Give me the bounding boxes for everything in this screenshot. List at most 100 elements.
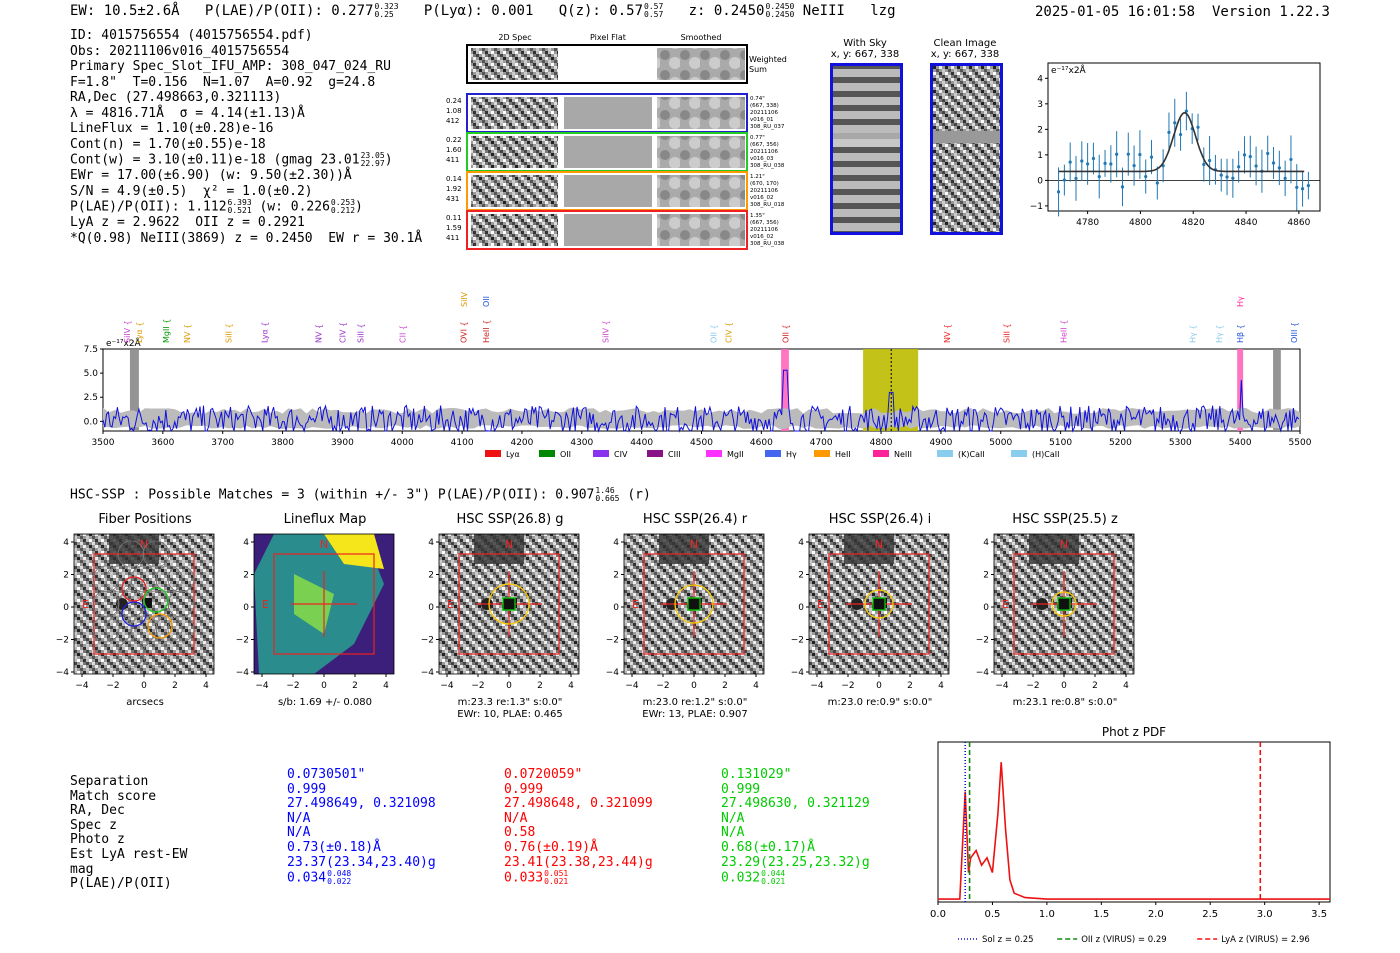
spectrum-legend-item: CIV: [593, 450, 628, 459]
spectrum-xtick-label: 3900: [331, 438, 354, 448]
svg-text:CIV: CIV: [614, 450, 628, 459]
svg-text:4: 4: [428, 538, 434, 548]
spectrum-xtick-label: 4000: [391, 438, 414, 448]
spectrum-line-label: Hγ {: [1215, 325, 1224, 343]
with-sky-image: [830, 63, 903, 235]
cutout-row-stat: 0.14: [446, 175, 462, 183]
spectrum-line-label: SiIV {: [602, 320, 611, 343]
hsc-panel-title: Lineflux Map: [283, 512, 367, 527]
svg-text:N: N: [690, 538, 698, 551]
match-col-2: 0.0720059" 0.999 27.498648, 0.321099 N/A 0.5…: [504, 767, 653, 887]
svg-text:0: 0: [691, 681, 697, 691]
spectrum-legend-item: NeIII: [873, 450, 912, 459]
spectrum-xtick-label: 4400: [630, 438, 653, 448]
cutout-row-meta: 308_RU_018: [750, 202, 785, 208]
clean-image: [930, 63, 1003, 235]
svg-text:4: 4: [613, 538, 619, 548]
match-value-sep: 0.131029": [721, 767, 792, 782]
fit-point: [1091, 156, 1096, 161]
fit-point: [1144, 174, 1148, 179]
svg-text:−4: −4: [810, 681, 824, 691]
svg-text:4: 4: [798, 538, 804, 548]
version: Version 1.22.3: [1211, 4, 1330, 20]
photz-pdf-plot: Phot z PDF 0.0 0.5 1.0 1.5 2.0 2.5 3.0 3.5 Sol z …: [930, 725, 1331, 945]
info-cont-w: Cont(w) = 3.10(±0.11)e-18 (gmag 23.01 23.…: [70, 151, 393, 168]
svg-text:2: 2: [537, 681, 543, 691]
svg-text:HeII: HeII: [835, 450, 851, 459]
svg-text:4: 4: [383, 681, 389, 691]
svg-text:Sol z = 0.25: Sol z = 0.25: [982, 935, 1034, 945]
fit-ytick-label: 2: [1037, 125, 1043, 135]
weighted-label: Weighted: [749, 55, 787, 64]
spectrum-xtick-label: 5400: [1229, 438, 1252, 448]
hsc-panel-caption: m:23.1 re:0.8" s:0.0": [1012, 697, 1118, 708]
info-lineflux: LineFlux = 1.10(±0.28)e-16: [70, 121, 274, 136]
svg-text:0: 0: [506, 681, 512, 691]
col-smoothed: Smoothed: [681, 33, 722, 42]
svg-text:4: 4: [63, 538, 69, 548]
fit-point: [1196, 125, 1200, 129]
svg-text:−2: −2: [791, 636, 804, 646]
hsc-panel-caption: arcsecs: [126, 697, 164, 708]
plya-value: P(Lyα): 0.001: [423, 3, 534, 19]
fit-point: [1068, 160, 1072, 164]
cutout-row-meta: 20211106: [750, 188, 778, 194]
spectrum-xtick-label: 4500: [690, 438, 713, 448]
spectrum-flux: [102, 369, 1300, 433]
svg-text:OII: OII: [560, 450, 571, 459]
photz-legend-item: OII z (VIRUS) = 0.29: [1057, 935, 1167, 945]
fit-point: [1074, 176, 1078, 181]
cutout-row-meta: 308_RU_038: [750, 241, 785, 247]
spectrum-line-label: Hγ {: [1188, 325, 1197, 343]
fit-point: [1300, 187, 1305, 191]
col-pixel-flat: Pixel Flat: [590, 33, 626, 42]
info-spec-slot: Primary Spec_Slot_IFU_AMP: 308_047_024_R…: [70, 59, 391, 74]
fit-ylabel: e⁻¹⁷x2Å: [1051, 64, 1087, 76]
line-fit-plot: 4 3 2 1 0 −1 4780 4800 4820 4840 4860 e⁻¹⁷x2Å: [1030, 62, 1321, 228]
svg-text:−2: −2: [106, 681, 119, 691]
svg-text:−2: −2: [421, 636, 434, 646]
match-col-1: 0.0730501" 0.999 27.498649, 0.321098 N/A N/A…: [287, 767, 436, 886]
svg-text:(K)CaII: (K)CaII: [958, 450, 985, 459]
info-plae: P(LAE)/P(OII): 1.112 6.393 0.521 (w: 0.226…: [70, 198, 363, 215]
photz-xtick-label: 2.0: [1148, 909, 1164, 920]
fit-ytick-label: 1: [1037, 151, 1043, 161]
spectrum-line-label: NV {: [943, 324, 952, 343]
fit-point: [1248, 155, 1252, 159]
match-value-ew: 0.73(±0.18)Å: [287, 839, 381, 855]
fit-ytick-label: 4: [1037, 74, 1043, 84]
match-value-plae: 0.033 0.051 0.021: [504, 869, 569, 887]
svg-text:0: 0: [141, 681, 147, 691]
cutout-row-meta: 308_RU_038: [750, 163, 785, 169]
cutout-row-stat: 411: [446, 156, 459, 164]
svg-text:4: 4: [983, 538, 989, 548]
spectrum-xtick-label: 4100: [451, 438, 474, 448]
match-labels: Separation Match score RA, Dec Spec z Photo …: [70, 774, 187, 892]
cutout-row: 0.14 1.92 431 1.21"(670, 170)20211106v016_0…: [446, 171, 785, 211]
spectrum-xtick-label: 5100: [1049, 438, 1072, 448]
fit-point: [1115, 152, 1119, 156]
spectrum-xtick-label: 5000: [989, 438, 1012, 448]
match-value-score: 0.999: [287, 781, 327, 797]
cutout-row-stat: 1.92: [446, 185, 462, 193]
svg-text:0: 0: [798, 603, 804, 613]
cutout-row-stat: 0.22: [446, 136, 462, 144]
fit-point: [1120, 185, 1125, 189]
svg-text:(H)CaII: (H)CaII: [1032, 450, 1059, 459]
spectrum-xtick-label: 4300: [570, 438, 593, 448]
match-value-mag: 23.37(23.34,23.40)g: [287, 854, 436, 870]
hsc-panel-image: N E 4 2 0 −2 −4 −4 −2 0 2 4: [421, 533, 580, 691]
spectrum-legend-item: Lyα: [485, 450, 520, 459]
datetime-version: 2025-01-05 16:01:58 Version 1.22.3: [1035, 4, 1330, 20]
hsc-panel-caption: m:23.3 re:1.3" s:0.0" EWr: 10, PLAE: 0.46…: [457, 697, 563, 720]
match-label: RA, Dec: [70, 803, 125, 819]
svg-text:−2: −2: [236, 636, 249, 646]
spectrum-line-label-top: SiIV: [460, 291, 469, 307]
spectrum-ytick-label: 5.0: [84, 369, 99, 379]
fit-point: [1109, 162, 1113, 166]
fit-point: [1062, 178, 1066, 182]
spectrum-line-label: HeII {: [1060, 320, 1069, 343]
spectrum-xtick-label: 5300: [1169, 438, 1192, 448]
fit-point: [1289, 157, 1293, 162]
